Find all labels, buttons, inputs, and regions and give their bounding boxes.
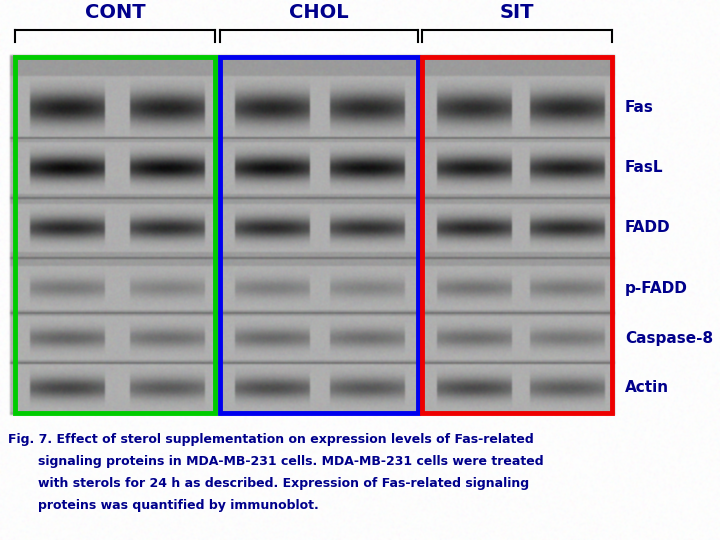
Bar <box>220 57 418 413</box>
Text: CONT: CONT <box>85 3 145 22</box>
Text: Fas: Fas <box>625 100 654 116</box>
Text: Actin: Actin <box>625 381 669 395</box>
Text: p-FADD: p-FADD <box>625 280 688 295</box>
Text: FasL: FasL <box>625 160 664 176</box>
Text: SIT: SIT <box>500 3 534 22</box>
Text: Caspase-8: Caspase-8 <box>625 330 713 346</box>
Bar <box>422 57 612 413</box>
Text: FADD: FADD <box>625 220 670 235</box>
Text: Fig. 7. Effect of sterol supplementation on expression levels of Fas-related: Fig. 7. Effect of sterol supplementation… <box>8 433 534 446</box>
Bar <box>15 57 215 413</box>
Text: with sterols for 24 h as described. Expression of Fas-related signaling: with sterols for 24 h as described. Expr… <box>38 477 529 490</box>
Text: signaling proteins in MDA-MB-231 cells. MDA-MB-231 cells were treated: signaling proteins in MDA-MB-231 cells. … <box>38 455 544 468</box>
Text: CHOL: CHOL <box>289 3 348 22</box>
Text: proteins was quantified by immunoblot.: proteins was quantified by immunoblot. <box>38 499 319 512</box>
